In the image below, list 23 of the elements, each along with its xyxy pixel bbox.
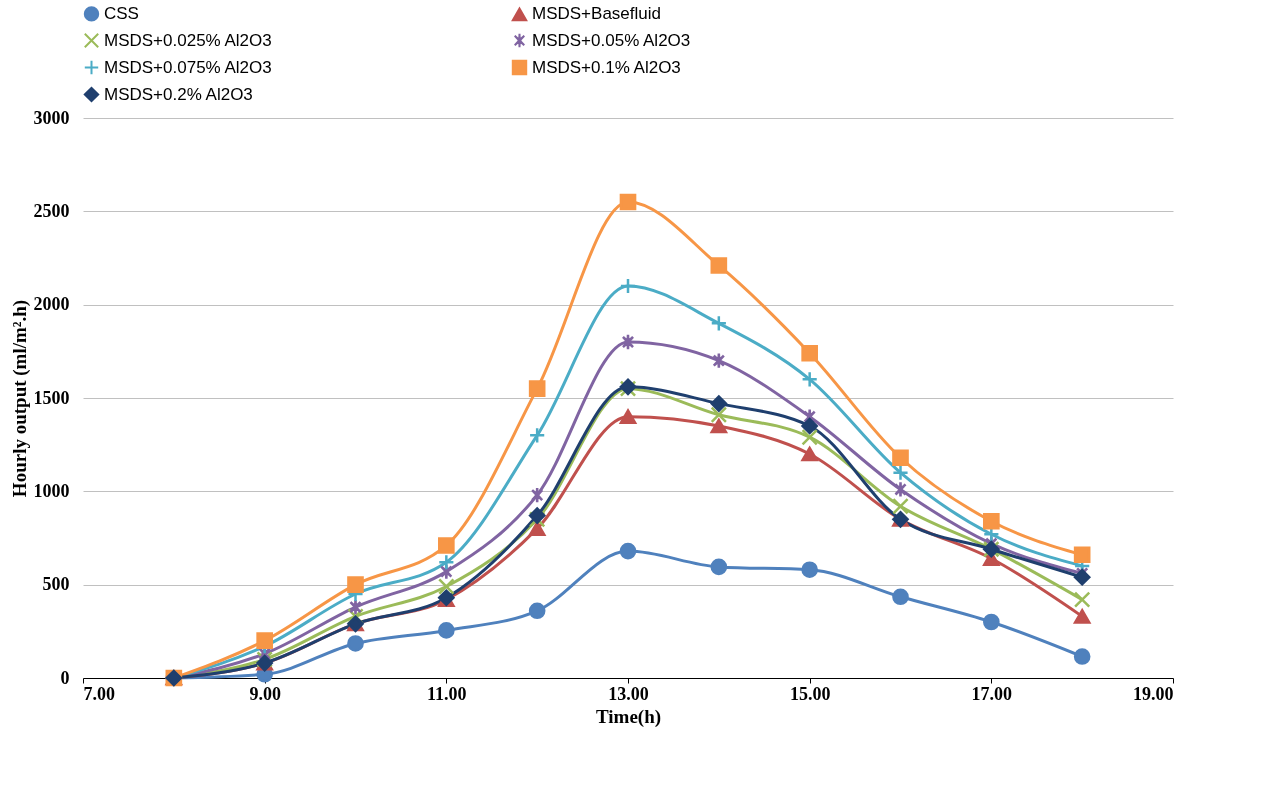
legend-label: MSDS+0.025% Al2O3 bbox=[104, 30, 272, 50]
legend-label: MSDS+0.1% Al2O3 bbox=[532, 57, 681, 77]
y-axis-title: Hourly output (ml/m².h) bbox=[8, 299, 31, 498]
y-tick-label: 500 bbox=[42, 574, 70, 595]
y-tick-label: 1000 bbox=[33, 480, 70, 501]
x-tick-label: 13.00 bbox=[608, 683, 649, 704]
y-tick-label: 2000 bbox=[33, 294, 70, 315]
x-axis-title: Time(h) bbox=[595, 705, 662, 728]
x-tick-label: 7.00 bbox=[83, 683, 115, 704]
legend-label: MSDS+0.2% Al2O3 bbox=[104, 84, 253, 104]
legend-label: MSDS+0.075% Al2O3 bbox=[104, 57, 272, 77]
legend-label: CSS bbox=[104, 3, 139, 23]
x-tick-label: 19.00 bbox=[1133, 683, 1174, 704]
legend-label: MSDS+0.05% Al2O3 bbox=[532, 30, 691, 50]
x-tick-label: 17.00 bbox=[971, 683, 1013, 704]
y-tick-label: 2500 bbox=[33, 200, 70, 221]
x-tick-label: 15.00 bbox=[789, 683, 831, 704]
x-tick-label: 9.00 bbox=[249, 683, 281, 704]
y-tick-label: 3000 bbox=[33, 107, 70, 128]
x-tick-label: 11.00 bbox=[427, 683, 467, 704]
legend-label: MSDS+Basefluid bbox=[532, 4, 661, 24]
y-tick-label: 0 bbox=[60, 667, 70, 688]
y-tick-label: 1500 bbox=[33, 387, 70, 408]
